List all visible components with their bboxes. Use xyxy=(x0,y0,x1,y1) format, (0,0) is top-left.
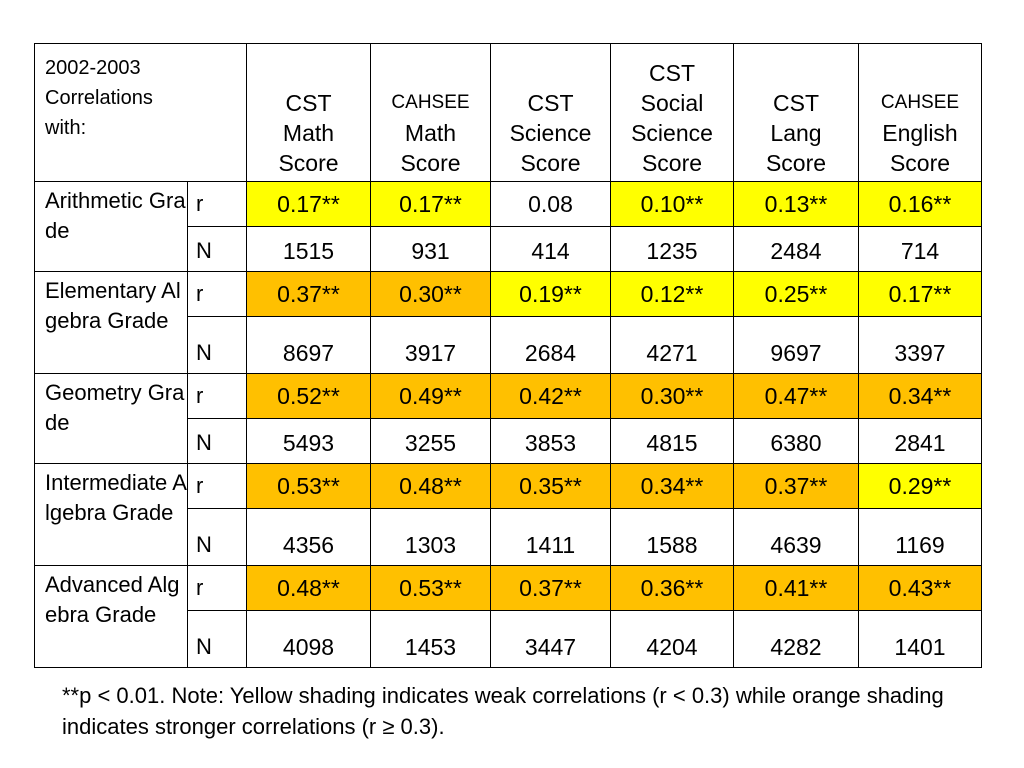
correlation-cell: 0.49** xyxy=(370,373,491,419)
correlation-cell: 0.48** xyxy=(246,565,371,611)
sample-size-cell: 1235 xyxy=(610,226,734,272)
correlation-cell: 0.13** xyxy=(733,181,859,227)
column-header-cahsee-math: CAHSEE Math Score xyxy=(370,43,491,182)
sample-size-cell: 1411 xyxy=(490,508,611,566)
sample-size-cell: 2841 xyxy=(858,418,982,464)
sample-size-cell: 3447 xyxy=(490,610,611,668)
table-row: Geometry Grade r 0.52** 0.49** 0.42** 0.30** 0… xyxy=(34,373,982,464)
column-header-cst-social-science: CST Social Science Score xyxy=(610,43,734,182)
table-row: N 4356 1303 1411 1588 4639 1169 xyxy=(35,508,982,566)
stat-label-r: r xyxy=(187,181,247,227)
row-label: Advanced Algebra Grade xyxy=(34,565,188,668)
table-row: Intermediate Algebra Grade r 0.53** 0.48** 0… xyxy=(34,463,982,566)
sample-size-cell: 2484 xyxy=(733,226,859,272)
correlation-cell: 0.10** xyxy=(610,181,734,227)
sample-size-cell: 4098 xyxy=(246,610,371,668)
correlation-cell: 0.47** xyxy=(733,373,859,419)
sample-size-cell: 1303 xyxy=(370,508,491,566)
footnote: **p < 0.01. Note: Yellow shading indicat… xyxy=(62,683,944,739)
stat-label-r: r xyxy=(187,271,247,317)
column-header-cst-math: CST Math Score xyxy=(246,43,371,182)
sample-size-cell: 6380 xyxy=(733,418,859,464)
sample-size-cell: 414 xyxy=(490,226,611,272)
stat-label-r: r xyxy=(187,463,247,509)
correlation-cell: 0.37** xyxy=(490,565,611,611)
table-row: Elementary Algebra Grade r 0.37** 0.30** 0.1… xyxy=(34,271,982,374)
correlation-cell: 0.43** xyxy=(858,565,982,611)
sample-size-cell: 2684 xyxy=(490,316,611,374)
stat-label-n: N xyxy=(187,418,247,464)
correlation-cell: 0.34** xyxy=(610,463,734,509)
correlation-cell: 0.30** xyxy=(610,373,734,419)
correlation-cell: 0.37** xyxy=(733,463,859,509)
table-row: N 1515 931 414 1235 2484 714 xyxy=(35,226,982,272)
sample-size-cell: 9697 xyxy=(733,316,859,374)
sample-size-cell: 3397 xyxy=(858,316,982,374)
sample-size-cell: 3255 xyxy=(370,418,491,464)
correlation-cell: 0.37** xyxy=(246,271,371,317)
stat-label-n: N xyxy=(187,316,247,374)
correlation-cell: 0.34** xyxy=(858,373,982,419)
stat-label-r: r xyxy=(187,373,247,419)
correlation-cell: 0.25** xyxy=(733,271,859,317)
sample-size-cell: 1401 xyxy=(858,610,982,668)
stat-label-n: N xyxy=(187,226,247,272)
column-header-cst-science: CST Science Score xyxy=(490,43,611,182)
correlation-cell: 0.52** xyxy=(246,373,371,419)
stat-label-r: r xyxy=(187,565,247,611)
sample-size-cell: 1515 xyxy=(246,226,371,272)
row-label: Intermediate Algebra Grade xyxy=(34,463,188,566)
correlation-cell: 0.17** xyxy=(370,181,491,227)
row-label: Geometry Grade xyxy=(34,373,188,464)
sample-size-cell: 714 xyxy=(858,226,982,272)
correlation-cell: 0.17** xyxy=(246,181,371,227)
correlation-cell: 0.48** xyxy=(370,463,491,509)
correlation-cell: 0.30** xyxy=(370,271,491,317)
table-row: Arithmetic Grade r 0.17** 0.17** 0.08 0.10** 0… xyxy=(34,181,982,272)
sample-size-cell: 1453 xyxy=(370,610,491,668)
correlation-cell: 0.53** xyxy=(246,463,371,509)
row-label: Elementary Algebra Grade xyxy=(34,271,188,374)
correlation-cell: 0.16** xyxy=(858,181,982,227)
sample-size-cell: 4271 xyxy=(610,316,734,374)
table-body: Arithmetic Grade r 0.17** 0.17** 0.08 0.10** 0… xyxy=(34,181,982,668)
correlation-cell: 0.41** xyxy=(733,565,859,611)
column-header-cahsee-english: CAHSEE English Score xyxy=(858,43,982,182)
sample-size-cell: 1588 xyxy=(610,508,734,566)
stat-label-n: N xyxy=(187,610,247,668)
table-row: N 4098 1453 3447 4204 4282 1401 xyxy=(35,610,982,668)
sample-size-cell: 4204 xyxy=(610,610,734,668)
sample-size-cell: 4356 xyxy=(246,508,371,566)
sample-size-cell: 4282 xyxy=(733,610,859,668)
correlation-cell: 0.08 xyxy=(490,181,611,227)
correlation-cell: 0.19** xyxy=(490,271,611,317)
row-label: Arithmetic Grade xyxy=(34,181,188,272)
table-row: Advanced Algebra Grade r 0.48** 0.53** 0.37*… xyxy=(34,565,982,668)
sample-size-cell: 931 xyxy=(370,226,491,272)
sample-size-cell: 4639 xyxy=(733,508,859,566)
correlation-cell: 0.12** xyxy=(610,271,734,317)
correlation-table: 2002-2003 Correlations with: CST Math Sc… xyxy=(34,43,982,668)
header-row: 2002-2003 Correlations with: CST Math Sc… xyxy=(34,43,982,182)
stat-label-n: N xyxy=(187,508,247,566)
correlation-cell: 0.17** xyxy=(858,271,982,317)
sample-size-cell: 1169 xyxy=(858,508,982,566)
correlation-cell: 0.36** xyxy=(610,565,734,611)
correlation-cell: 0.35** xyxy=(490,463,611,509)
sample-size-cell: 8697 xyxy=(246,316,371,374)
correlation-cell: 0.53** xyxy=(370,565,491,611)
sample-size-cell: 5493 xyxy=(246,418,371,464)
sample-size-cell: 3917 xyxy=(370,316,491,374)
correlation-cell: 0.42** xyxy=(490,373,611,419)
column-header-cst-lang: CST Lang Score xyxy=(733,43,859,182)
sample-size-cell: 4815 xyxy=(610,418,734,464)
correlation-cell: 0.29** xyxy=(858,463,982,509)
sample-size-cell: 3853 xyxy=(490,418,611,464)
corner-label: 2002-2003 Correlations with: xyxy=(34,43,247,182)
